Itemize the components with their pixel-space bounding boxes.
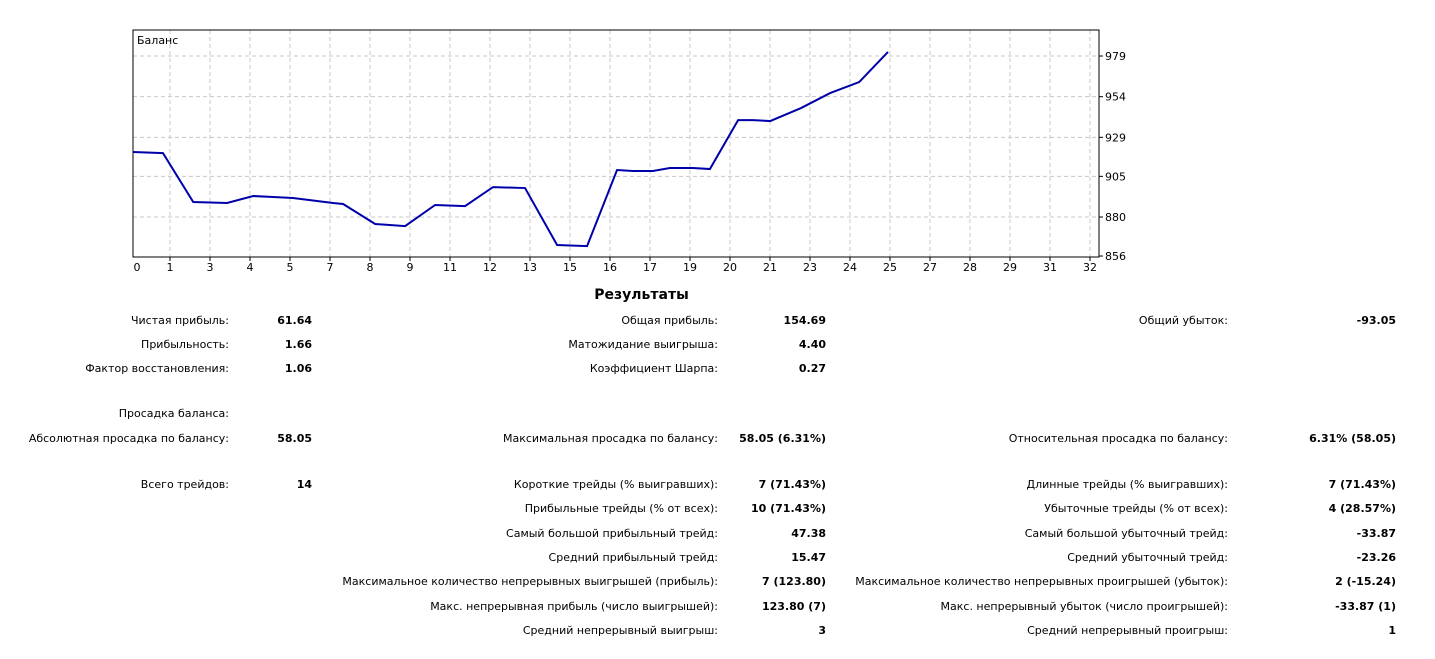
stat-value: 7 (71.43%) [1328, 478, 1396, 491]
x-tick-label: 27 [923, 261, 937, 274]
stat-value: -33.87 [1356, 527, 1396, 540]
x-tick-label: 28 [963, 261, 977, 274]
stat-label: Короткие трейды (% выигравших): [513, 478, 718, 491]
stat-label: Просадка баланса: [118, 407, 229, 420]
x-tick-label: 8 [367, 261, 374, 274]
x-tick-label: 25 [883, 261, 897, 274]
x-tick-label: 13 [523, 261, 537, 274]
stat-label: Самый большой прибыльный трейд: [506, 527, 718, 540]
y-tick-label: 880 [1105, 211, 1126, 224]
stat-value: 7 (123.80) [762, 575, 826, 588]
stat-label: Убыточные трейды (% от всех): [1044, 502, 1228, 515]
results-title: Результаты [594, 287, 689, 303]
stat-value: 1.06 [284, 362, 312, 375]
x-tick-label: 17 [643, 261, 657, 274]
stat-label: Максимальное количество непрерывных выиг… [342, 575, 718, 588]
stat-label: Коэффициент Шарпа: [589, 362, 718, 375]
stat-label: Матожидание выигрыша: [568, 338, 718, 351]
stat-value: -33.87 (1) [1335, 600, 1396, 613]
plot-frame [132, 29, 1100, 258]
x-tick-label: 31 [1043, 261, 1057, 274]
stat-value: 10 (71.43%) [750, 502, 826, 515]
x-tick-label: 19 [683, 261, 697, 274]
stat-label: Средний непрерывный выигрыш: [522, 624, 718, 637]
x-tick-label: 32 [1083, 261, 1097, 274]
y-tick-label: 979 [1105, 50, 1126, 63]
x-tick-label: 3 [207, 261, 214, 274]
x-tick-label: 4 [247, 261, 254, 274]
x-tick-label: 16 [603, 261, 617, 274]
stat-label: Относительная просадка по балансу: [1008, 432, 1228, 445]
stat-value: 61.64 [277, 314, 312, 327]
stat-value: 154.69 [783, 314, 826, 327]
stat-label: Самый большой убыточный трейд: [1024, 527, 1228, 540]
x-tick-label: 9 [407, 261, 414, 274]
stat-value: 0.27 [798, 362, 826, 375]
stat-label: Средний непрерывный проигрыш: [1027, 624, 1228, 637]
stat-value: 15.47 [791, 551, 826, 564]
y-tick-label: 905 [1105, 170, 1126, 183]
x-tick-label: 21 [763, 261, 777, 274]
stat-value: 47.38 [791, 527, 826, 540]
stat-label: Средний прибыльный трейд: [548, 551, 718, 564]
stat-label: Общая прибыль: [621, 314, 718, 327]
stat-label: Макс. непрерывная прибыль (число выигрыш… [430, 600, 718, 613]
stat-value: -93.05 [1356, 314, 1396, 327]
stat-label: Всего трейдов: [140, 478, 229, 491]
stat-value: 7 (71.43%) [758, 478, 826, 491]
stat-value: 1 [1388, 624, 1396, 637]
x-tick-label: 15 [563, 261, 577, 274]
stat-value: 6.31% (58.05) [1309, 432, 1396, 445]
stat-label: Длинные трейды (% выигравших): [1026, 478, 1228, 491]
chart-title: Баланс [137, 34, 178, 47]
stat-value: 14 [296, 478, 312, 491]
stat-label: Макс. непрерывный убыток (число проигрыш… [940, 600, 1228, 613]
y-tick-label: 856 [1105, 250, 1126, 263]
x-tick-label: 23 [803, 261, 817, 274]
stat-value: -23.26 [1356, 551, 1396, 564]
stat-label: Фактор восстановления: [85, 362, 229, 375]
stat-label: Средний убыточный трейд: [1067, 551, 1228, 564]
stat-value: 3 [818, 624, 826, 637]
balance-line [132, 51, 889, 248]
x-tick-label: 20 [723, 261, 737, 274]
x-tick-label: 24 [843, 261, 857, 274]
stat-label: Прибыльные трейды (% от всех): [524, 502, 718, 515]
x-tick-label: 7 [327, 261, 334, 274]
balance-chart: 0 1 3 4 5 7 8 9 11 12 13 15 16 17 19 20 21 23 24 25 27 28 29 31… [132, 29, 1126, 274]
stat-value: 1.66 [284, 338, 312, 351]
stat-value: 4 (28.57%) [1328, 502, 1396, 515]
stat-label: Прибыльность: [141, 338, 229, 351]
x-tick-label: 5 [287, 261, 294, 274]
stat-label: Максимальная просадка по балансу: [502, 432, 718, 445]
y-tick-label: 929 [1105, 131, 1126, 144]
y-tick-label: 954 [1105, 91, 1126, 104]
stat-label: Абсолютная просадка по балансу: [28, 432, 229, 445]
x-tick-label: 11 [443, 261, 457, 274]
stat-value: 58.05 (6.31%) [739, 432, 826, 445]
stat-label: Общий убыток: [1138, 314, 1228, 327]
stat-label: Максимальное количество непрерывных прои… [855, 575, 1228, 588]
stat-value: 123.80 (7) [762, 600, 826, 613]
x-tick-label: 29 [1003, 261, 1017, 274]
stat-value: 4.40 [798, 338, 826, 351]
stat-label: Чистая прибыль: [130, 314, 229, 327]
x-tick-label: 12 [483, 261, 497, 274]
stat-value: 2 (-15.24) [1335, 575, 1396, 588]
stat-value: 58.05 [277, 432, 312, 445]
x-tick-label: 1 [167, 261, 174, 274]
x-tick-label: 0 [134, 261, 141, 274]
